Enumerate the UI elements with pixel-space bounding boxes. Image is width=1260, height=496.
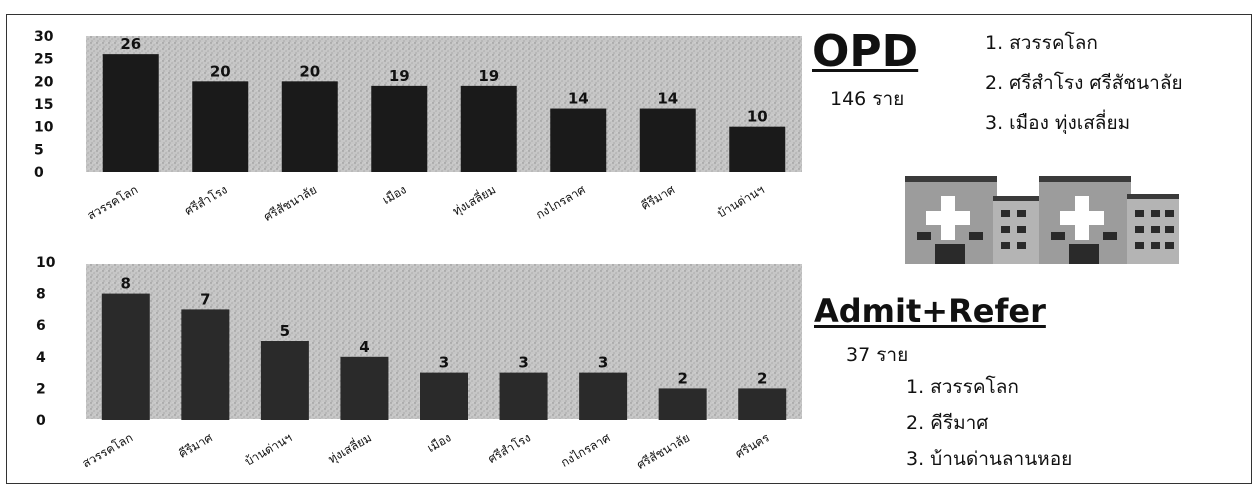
list-item: 2. ศรีสำโรง ศรีสัชนาลัย [985, 72, 1183, 94]
y-tick-label: 30 [34, 29, 54, 45]
bar [738, 388, 787, 420]
list-item: 3. เมือง ทุ่งเสลี่ยม [985, 112, 1131, 134]
bar [371, 85, 428, 172]
y-tick-label: 2 [36, 381, 46, 397]
bar [639, 108, 696, 172]
bar [658, 388, 707, 420]
bar [550, 108, 607, 172]
x-tick-label: สวรรคโลก [80, 430, 136, 470]
bar-value-label: 4 [359, 338, 369, 356]
x-tick-label: ศรีสำโรง [485, 430, 533, 466]
y-tick-label: 0 [34, 165, 44, 181]
list-item: 1. สวรรคโลก [985, 32, 1098, 54]
bar-value-label: 20 [299, 62, 320, 80]
y-tick-label: 15 [34, 97, 53, 113]
opd-ranking-list: 1. สวรรคโลก 2. ศรีสำโรง ศรีสัชนาลัย 3. เ… [985, 28, 1183, 138]
admit-refer-bar-chart: 0 2 4 6 8 10 8 สวรรคโลก 7 คีรีมาศ 5 บ้านด่านฯ 4 ทุ่งเ… [36, 255, 802, 472]
bar [460, 85, 517, 172]
infographic-frame [6, 14, 1252, 484]
bar [729, 126, 786, 172]
y-tick-label: 10 [34, 120, 54, 136]
opd-count: 146 ราย [830, 88, 905, 110]
y-tick-label: 20 [34, 74, 54, 90]
bar-value-label: 2 [757, 369, 767, 387]
bar [181, 309, 230, 420]
bar-value-label: 26 [120, 35, 141, 53]
bar-value-label: 20 [210, 62, 231, 80]
bar [101, 293, 150, 420]
x-tick-label: ทุ่งเสลี่ยม [325, 429, 375, 467]
bar-value-label: 7 [200, 290, 210, 308]
y-tick-label: 0 [36, 413, 46, 429]
bar-value-label: 3 [439, 354, 449, 372]
bar-value-label: 8 [121, 275, 131, 293]
bar-value-label: 3 [518, 354, 528, 372]
bar [192, 81, 249, 172]
admit-refer-ranking-list: 1. สวรรคโลก 2. คีรีมาศ 3. บ้านด่านลานหอย [906, 372, 1072, 474]
y-tick-label: 25 [34, 52, 53, 68]
list-item: 3. บ้านด่านลานหอย [906, 448, 1073, 470]
hospital-building-icon [905, 176, 1179, 264]
y-tick-label: 4 [36, 350, 46, 366]
x-tick-label: ศรีสัชนาลัย [634, 430, 692, 472]
admit-refer-title: Admit+Refer [814, 292, 1046, 330]
bar [281, 81, 338, 172]
bar-value-label: 5 [280, 322, 290, 340]
bar-value-label: 14 [657, 90, 678, 108]
bar [579, 372, 628, 420]
bar-value-label: 3 [598, 354, 608, 372]
bar [420, 372, 468, 420]
x-tick-label: กงไกรลาศ [558, 430, 613, 470]
y-tick-label: 6 [36, 318, 46, 334]
x-tick-label: คีรีมาศ [176, 430, 215, 461]
list-item: 1. สวรรคโลก [906, 376, 1019, 398]
bar-value-label: 2 [677, 369, 687, 387]
bar [340, 356, 389, 420]
list-item: 2. คีรีมาศ [906, 412, 989, 434]
y-tick-label: 8 [36, 287, 46, 303]
x-tick-label: ศรีนคร [733, 430, 772, 461]
bar [260, 341, 309, 420]
y-tick-label: 10 [36, 255, 56, 271]
bar [102, 54, 159, 173]
admit-refer-count: 37 ราย [846, 344, 909, 366]
x-tick-label: บ้านด่านฯ [242, 430, 294, 468]
bar-value-label: 10 [747, 108, 768, 126]
bar-value-label: 14 [568, 90, 589, 108]
x-tick-label: เมือง [425, 430, 454, 455]
bar [499, 372, 548, 420]
bar-value-label: 19 [478, 67, 499, 85]
bar-value-label: 19 [389, 67, 410, 85]
y-tick-label: 5 [34, 142, 44, 158]
opd-title: OPD [812, 26, 919, 77]
